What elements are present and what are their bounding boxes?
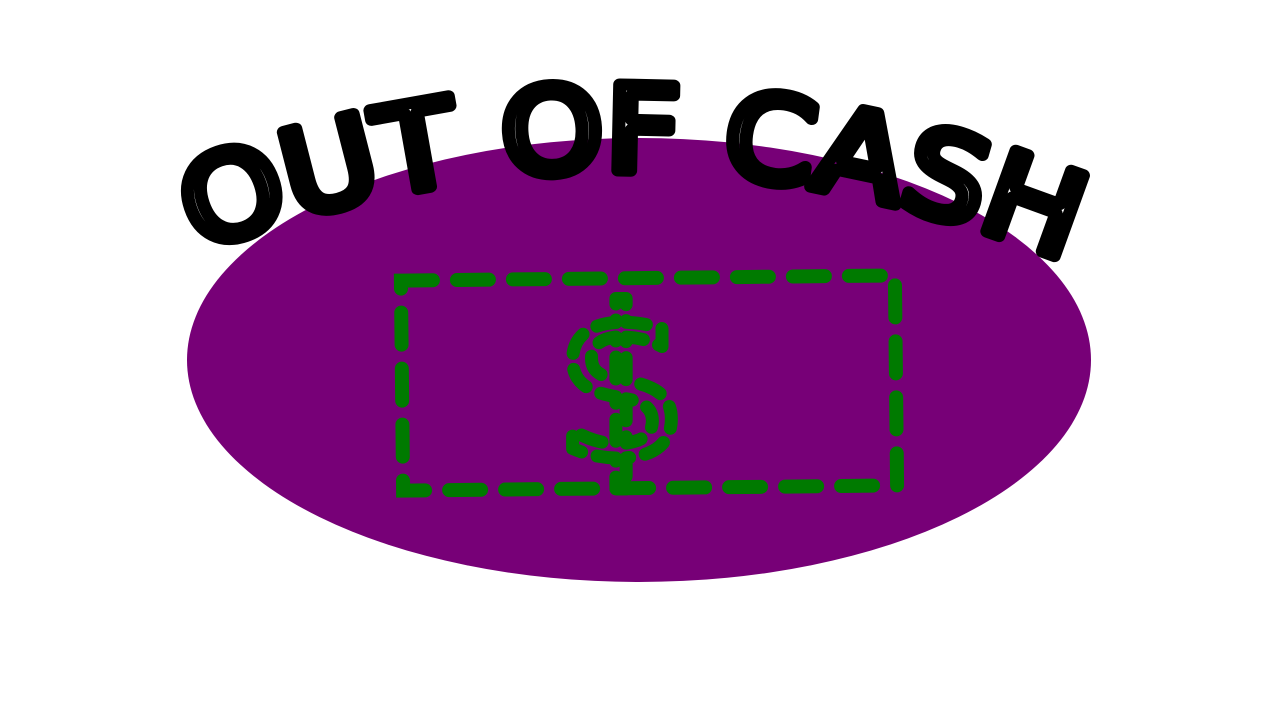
dollar-sign: $	[555, 263, 689, 508]
banknote	[393, 268, 905, 498]
badge	[187, 138, 1091, 582]
